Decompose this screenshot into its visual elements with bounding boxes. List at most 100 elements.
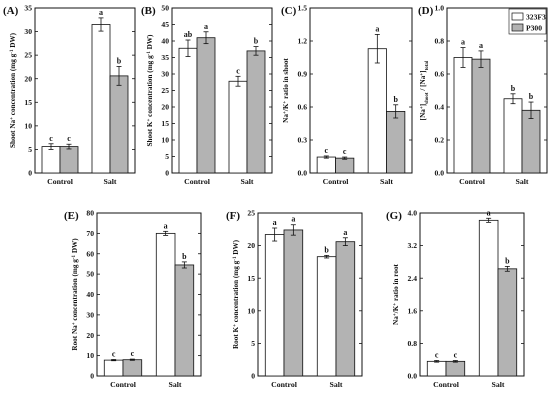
y-tick-label: 20 <box>24 74 32 83</box>
y-axis-label: Shoot Na+ concentration (mg g-1 DW) <box>9 32 17 148</box>
y-tick-label: 10 <box>247 306 255 315</box>
y-tick-label: 1.2 <box>298 37 308 46</box>
panel-label: (C) <box>281 5 297 17</box>
bar-p300-salt <box>497 268 518 377</box>
bar-p300-salt <box>521 109 541 174</box>
bar-323f3-control <box>41 146 61 174</box>
x-tick-label: Salt <box>104 177 117 186</box>
x-tick-label: Salt <box>380 177 393 186</box>
x-tick-label: Control <box>110 380 137 389</box>
y-axis-label: Root K+ concentration (mg g-1 DW) <box>232 239 240 349</box>
bar-p300-control <box>445 360 466 377</box>
panel-label: (F) <box>226 210 240 222</box>
significance-letter: a <box>461 38 465 47</box>
y-tick-label: 1.5 <box>298 4 308 13</box>
significance-letter: c <box>112 349 116 358</box>
bar-p300-control <box>471 58 491 174</box>
plot-frame <box>34 7 136 174</box>
y-tick-label: 25 <box>24 51 32 60</box>
x-tick-label: Control <box>323 177 350 186</box>
legend-label-323f3: 323F3 <box>526 13 546 22</box>
y-axis-label: Root Na+ concentration (mg g-1 DW) <box>71 238 79 351</box>
significance-letter: c <box>325 146 329 155</box>
y-tick-label: 20 <box>247 241 255 250</box>
y-tick-label: 2.4 <box>408 274 418 283</box>
y-axis-label: Shoot K+ concentration (mg g-1 DW) <box>146 34 154 146</box>
x-tick-label: Control <box>271 380 298 389</box>
bar-323f3-salt <box>478 219 499 377</box>
y-tick-label: 25 <box>247 209 255 218</box>
significance-letter: a <box>204 22 208 31</box>
y-tick-label: 0.4 <box>435 103 445 112</box>
bar-323f3-salt <box>503 98 523 174</box>
y-tick-label: 0.6 <box>435 70 445 79</box>
significance-letter: c <box>454 351 458 360</box>
y-tick-label: 25 <box>161 86 169 95</box>
bar-p300-salt <box>386 111 406 174</box>
plot-frame <box>309 7 413 174</box>
y-tick-label: 0 <box>28 169 32 178</box>
significance-letter: ab <box>184 30 193 39</box>
bar-p300-control <box>122 359 143 377</box>
significance-letter: a <box>164 221 168 230</box>
panel-label: (G) <box>386 210 402 222</box>
y-tick-label: 0.2 <box>435 136 445 145</box>
y-tick-label: 45 <box>161 20 169 29</box>
bar-p300-control <box>196 37 216 174</box>
bar-p300-control <box>335 157 355 174</box>
y-tick-label: 15 <box>161 119 169 128</box>
y-tick-label: 80 <box>86 209 94 218</box>
significance-letter: a <box>343 228 347 237</box>
bar-p300-control <box>59 146 79 174</box>
y-tick-label: 0.8 <box>435 37 445 46</box>
bar-323f3-salt <box>228 80 248 174</box>
bar-323f3-salt <box>155 232 176 377</box>
significance-letter: b <box>254 37 259 46</box>
significance-letter: b <box>117 56 122 65</box>
y-tick-label: 50 <box>86 270 94 279</box>
significance-letter: c <box>49 134 53 143</box>
y-tick-label: 20 <box>86 331 94 340</box>
significance-letter: c <box>435 351 439 360</box>
bar-323f3-salt <box>91 24 111 174</box>
x-tick-label: Salt <box>330 380 343 389</box>
legend: 323F3 P300 <box>508 8 547 35</box>
significance-letter: c <box>343 147 347 156</box>
plot-frame <box>446 7 548 174</box>
y-axis-label: Na+/K+ ratio in shoot <box>282 58 290 123</box>
legend-swatch-p300 <box>511 23 524 32</box>
bar-323f3-salt <box>316 256 337 377</box>
bar-323f3-control <box>178 47 198 174</box>
bar-323f3-control <box>426 360 447 377</box>
significance-letter: a <box>273 218 277 227</box>
panel-c: (C) 0.0 0.3 0.6 0.9 1.2 1.5 Na+/K+ ratio in sho… <box>281 4 413 186</box>
y-axis-label: [Na+]shoot / [Na+]total <box>419 60 430 120</box>
y-tick-label: 30 <box>86 310 94 319</box>
y-tick-label: 15 <box>24 98 32 107</box>
significance-letter: b <box>324 245 329 254</box>
panel-label: (B) <box>141 5 156 17</box>
x-tick-label: Control <box>459 177 486 186</box>
plot-frame <box>419 212 525 377</box>
y-tick-label: 3.2 <box>408 241 418 250</box>
panel-f: (F) 0 5 10 15 20 25 Root K+ concentration (mg g… <box>226 209 363 389</box>
x-tick-label: Control <box>184 177 211 186</box>
x-tick-label: Salt <box>169 380 182 389</box>
significance-letter: c <box>67 134 71 143</box>
panel-label: (E) <box>64 210 79 222</box>
y-tick-label: 10 <box>24 121 32 130</box>
y-tick-label: 35 <box>161 53 169 62</box>
significance-letter: a <box>375 24 379 33</box>
y-tick-label: 0.8 <box>408 339 418 348</box>
significance-letter: b <box>529 92 534 101</box>
significance-letter: b <box>393 95 398 104</box>
y-tick-label: 0.0 <box>435 169 445 178</box>
y-tick-label: 0.6 <box>298 103 308 112</box>
x-tick-label: Salt <box>492 380 505 389</box>
bar-323f3-control <box>103 359 124 377</box>
y-tick-label: 10 <box>86 351 94 360</box>
y-tick-label: 35 <box>24 4 32 13</box>
legend-label-p300: P300 <box>526 24 542 33</box>
y-tick-label: 5 <box>165 152 169 161</box>
bar-p300-control <box>283 229 304 377</box>
